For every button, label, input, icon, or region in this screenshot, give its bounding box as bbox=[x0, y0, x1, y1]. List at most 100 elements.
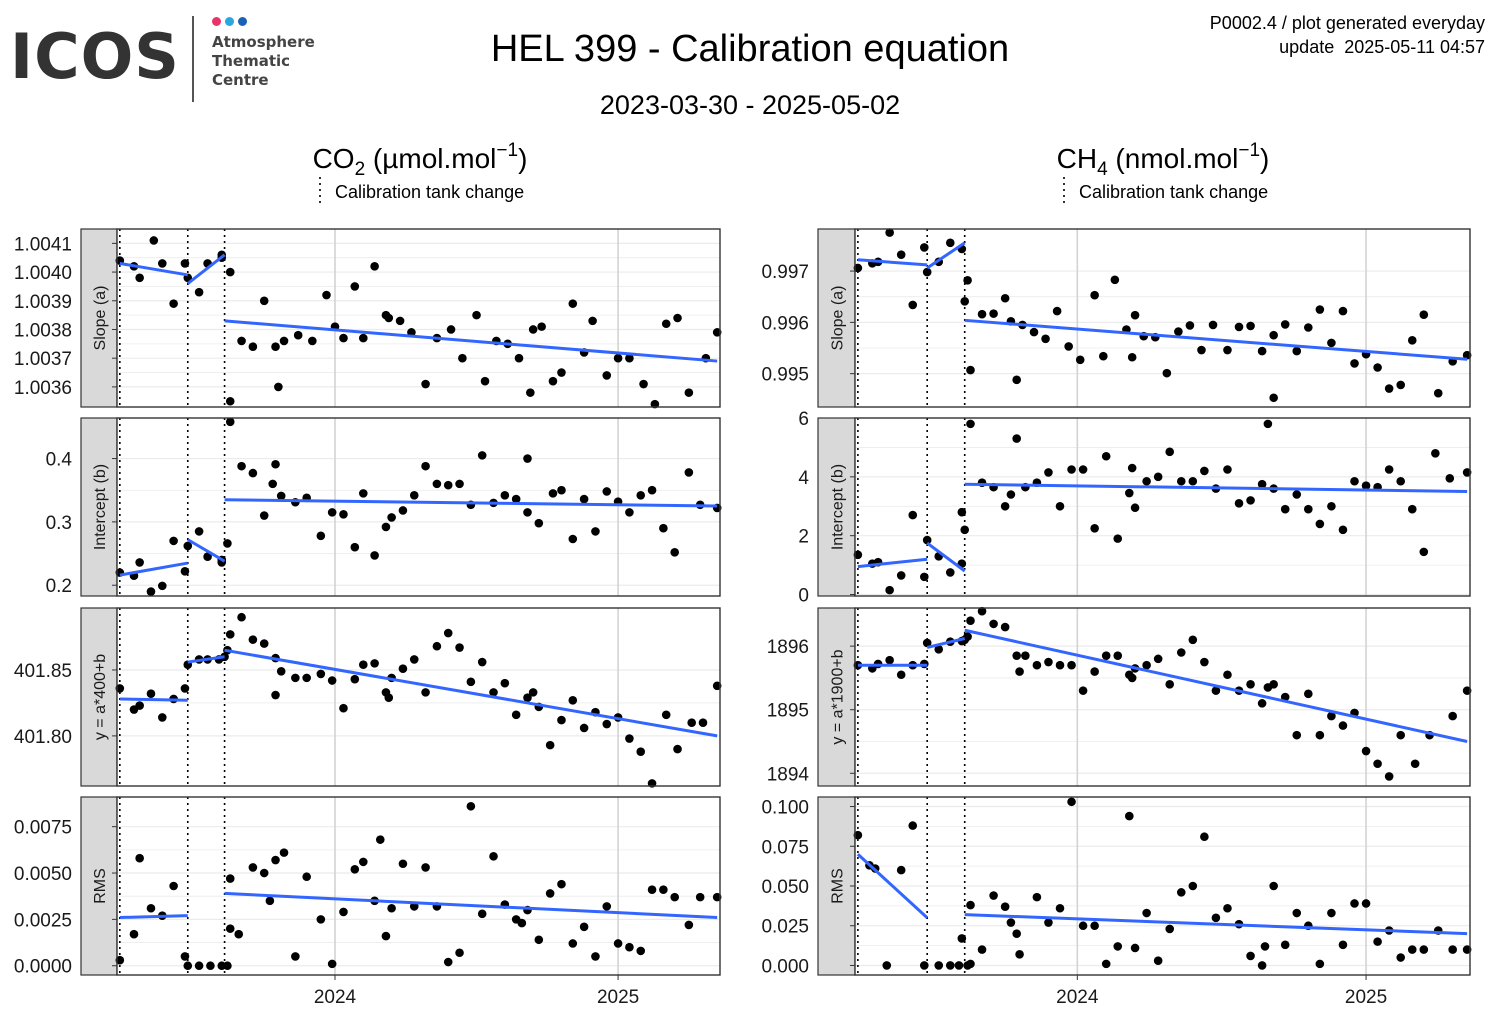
panel-border bbox=[116, 417, 721, 597]
data-point bbox=[248, 635, 258, 644]
data-point bbox=[316, 669, 326, 679]
y-tick-label: 0.4 bbox=[46, 450, 73, 471]
data-point bbox=[1142, 476, 1151, 486]
data-point bbox=[259, 639, 269, 648]
data-point bbox=[180, 259, 190, 268]
panel-4: RMS 0.0000 0.0025 0.0050 0.0075 bbox=[14, 796, 722, 978]
data-point bbox=[1448, 945, 1457, 954]
fit-line bbox=[224, 891, 718, 920]
data-point bbox=[966, 959, 975, 969]
data-point bbox=[409, 490, 419, 500]
data-point bbox=[381, 522, 391, 532]
data-point bbox=[421, 379, 430, 389]
fit-line bbox=[857, 258, 928, 267]
logo-line-3: Centre bbox=[212, 71, 269, 89]
y-tick-label: 0.3 bbox=[46, 513, 72, 534]
data-point bbox=[358, 333, 368, 343]
y-tick-label: 1.0040 bbox=[14, 263, 72, 284]
data-point bbox=[1223, 345, 1232, 355]
data-point bbox=[1384, 384, 1394, 393]
x-tick-label: 2025 bbox=[597, 987, 639, 1008]
data-point bbox=[1174, 327, 1183, 336]
fit-line bbox=[119, 561, 189, 577]
data-point bbox=[661, 710, 671, 720]
data-point bbox=[636, 747, 646, 757]
data-point bbox=[358, 660, 368, 669]
data-point bbox=[1032, 660, 1042, 670]
panel-background bbox=[117, 229, 720, 407]
fit-line bbox=[119, 697, 188, 702]
data-point bbox=[1200, 832, 1209, 842]
data-point bbox=[203, 552, 212, 562]
data-point bbox=[919, 572, 929, 582]
data-point bbox=[480, 376, 490, 386]
panel-border bbox=[116, 796, 721, 976]
data-point bbox=[291, 673, 300, 683]
data-point bbox=[934, 961, 944, 970]
data-point bbox=[1419, 945, 1429, 954]
data-point bbox=[180, 566, 190, 576]
data-point bbox=[466, 677, 476, 687]
data-point bbox=[327, 676, 337, 685]
data-point bbox=[957, 507, 967, 517]
data-point bbox=[1338, 940, 1348, 950]
data-point bbox=[1113, 651, 1123, 660]
fit-line bbox=[224, 648, 718, 738]
data-point bbox=[919, 961, 929, 970]
data-point bbox=[548, 489, 558, 498]
data-point bbox=[129, 929, 139, 939]
data-point bbox=[1315, 959, 1325, 969]
y-tick-label: 2 bbox=[798, 527, 809, 548]
strip-label: y = a*400+b bbox=[92, 654, 109, 740]
data-point bbox=[279, 336, 289, 346]
data-point bbox=[370, 262, 379, 271]
fit-line bbox=[187, 655, 225, 664]
fit-line bbox=[857, 557, 928, 569]
data-point bbox=[1407, 945, 1417, 954]
data-point bbox=[1257, 699, 1267, 708]
data-point bbox=[259, 511, 269, 520]
y-tick-label: 0.997 bbox=[761, 262, 809, 283]
panel-border bbox=[854, 607, 1471, 787]
fit-line bbox=[964, 913, 1468, 936]
data-point bbox=[1292, 346, 1302, 356]
data-point bbox=[1462, 468, 1472, 477]
data-point bbox=[945, 238, 955, 248]
data-point bbox=[271, 690, 280, 700]
panel-border bbox=[854, 417, 1471, 597]
data-point bbox=[896, 250, 906, 259]
data-point bbox=[636, 490, 646, 500]
data-point bbox=[1373, 759, 1382, 769]
data-point bbox=[1396, 476, 1406, 486]
data-point bbox=[960, 525, 970, 535]
data-point bbox=[1176, 888, 1186, 897]
fit-line bbox=[926, 541, 966, 573]
data-point bbox=[687, 718, 696, 728]
data-point bbox=[443, 480, 453, 490]
data-point bbox=[659, 885, 668, 895]
data-point bbox=[1113, 534, 1123, 543]
data-point bbox=[514, 353, 524, 363]
data-point bbox=[395, 316, 405, 326]
logo-line-2: Thematic bbox=[212, 52, 291, 70]
data-point bbox=[684, 920, 694, 930]
data-point bbox=[1130, 310, 1140, 320]
data-point bbox=[639, 379, 648, 389]
data-point bbox=[1361, 746, 1371, 756]
panel-background bbox=[855, 418, 1470, 596]
strip-label: Slope (a) bbox=[830, 286, 847, 351]
panel-4: RMS 0.000 0.025 0.050 0.075 0.100 bbox=[761, 796, 1472, 977]
data-point bbox=[1188, 635, 1198, 645]
data-point bbox=[966, 616, 975, 626]
x-tick-label: 2024 bbox=[314, 987, 357, 1008]
data-point bbox=[1176, 476, 1186, 486]
data-point bbox=[180, 684, 190, 693]
strip-label: RMS bbox=[830, 868, 847, 904]
data-point bbox=[446, 325, 456, 334]
data-point bbox=[1200, 466, 1209, 476]
data-point bbox=[853, 263, 863, 273]
data-point bbox=[276, 666, 286, 676]
data-point bbox=[1315, 519, 1325, 529]
data-point bbox=[698, 718, 708, 728]
y-tick-label: 401.85 bbox=[14, 661, 72, 682]
